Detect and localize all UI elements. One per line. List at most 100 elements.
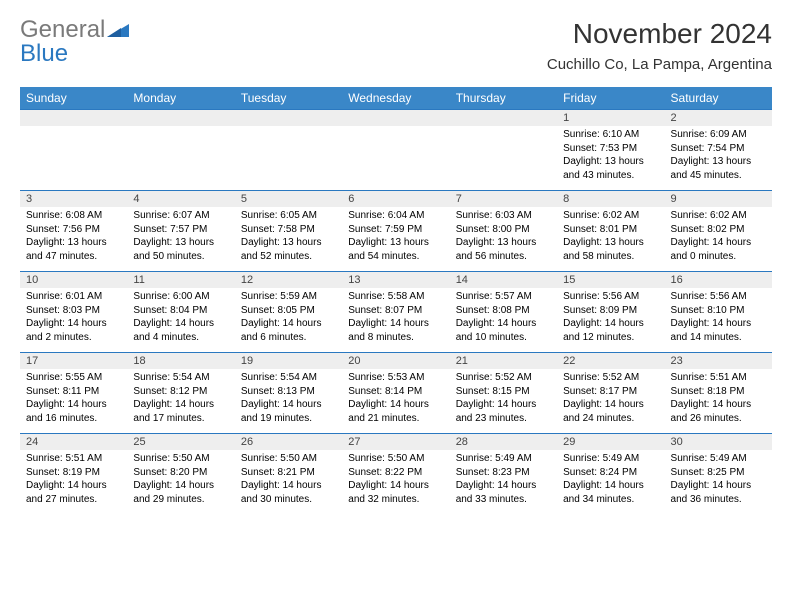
day-number-cell: 28 xyxy=(450,434,557,451)
day-number-row: 12 xyxy=(20,110,772,127)
sunset-text: Sunset: 8:01 PM xyxy=(563,223,658,237)
sunset-text: Sunset: 8:00 PM xyxy=(456,223,551,237)
day-content-cell: Sunrise: 5:52 AMSunset: 8:17 PMDaylight:… xyxy=(557,369,664,434)
day-content-cell: Sunrise: 5:59 AMSunset: 8:05 PMDaylight:… xyxy=(235,288,342,353)
daylight-text: Daylight: 13 hours and 47 minutes. xyxy=(26,236,121,263)
day-content-row: Sunrise: 6:01 AMSunset: 8:03 PMDaylight:… xyxy=(20,288,772,353)
daylight-text: Daylight: 14 hours and 33 minutes. xyxy=(456,479,551,506)
day-number-cell: 26 xyxy=(235,434,342,451)
day-number-cell: 24 xyxy=(20,434,127,451)
day-content-cell: Sunrise: 6:03 AMSunset: 8:00 PMDaylight:… xyxy=(450,207,557,272)
logo: General Blue xyxy=(20,18,129,66)
sunrise-text: Sunrise: 6:10 AM xyxy=(563,128,658,142)
sunrise-text: Sunrise: 6:04 AM xyxy=(348,209,443,223)
sunset-text: Sunset: 8:14 PM xyxy=(348,385,443,399)
day-number-cell: 25 xyxy=(127,434,234,451)
day-content-cell: Sunrise: 5:53 AMSunset: 8:14 PMDaylight:… xyxy=(342,369,449,434)
header: General Blue November 2024 Cuchillo Co, … xyxy=(20,18,772,73)
daylight-text: Daylight: 14 hours and 8 minutes. xyxy=(348,317,443,344)
daylight-text: Daylight: 14 hours and 30 minutes. xyxy=(241,479,336,506)
day-content-cell: Sunrise: 5:52 AMSunset: 8:15 PMDaylight:… xyxy=(450,369,557,434)
daylight-text: Daylight: 14 hours and 6 minutes. xyxy=(241,317,336,344)
day-content-cell: Sunrise: 5:49 AMSunset: 8:25 PMDaylight:… xyxy=(665,450,772,514)
day-number-cell: 10 xyxy=(20,272,127,289)
day-number-cell: 21 xyxy=(450,353,557,370)
title-block: November 2024 Cuchillo Co, La Pampa, Arg… xyxy=(547,18,772,73)
sunrise-text: Sunrise: 5:53 AM xyxy=(348,371,443,385)
day-number-cell: 30 xyxy=(665,434,772,451)
sunset-text: Sunset: 8:18 PM xyxy=(671,385,766,399)
daylight-text: Daylight: 13 hours and 52 minutes. xyxy=(241,236,336,263)
daylight-text: Daylight: 14 hours and 12 minutes. xyxy=(563,317,658,344)
day-number-cell xyxy=(20,110,127,127)
day-number-cell: 15 xyxy=(557,272,664,289)
day-content-row: Sunrise: 5:51 AMSunset: 8:19 PMDaylight:… xyxy=(20,450,772,514)
day-number-cell: 9 xyxy=(665,191,772,208)
weekday-header: Friday xyxy=(557,87,664,110)
weekday-header: Monday xyxy=(127,87,234,110)
sunrise-text: Sunrise: 5:56 AM xyxy=(671,290,766,304)
daylight-text: Daylight: 14 hours and 29 minutes. xyxy=(133,479,228,506)
sunset-text: Sunset: 7:53 PM xyxy=(563,142,658,156)
daylight-text: Daylight: 13 hours and 54 minutes. xyxy=(348,236,443,263)
sunset-text: Sunset: 7:56 PM xyxy=(26,223,121,237)
day-content-cell xyxy=(127,126,234,191)
sunset-text: Sunset: 8:25 PM xyxy=(671,466,766,480)
sunset-text: Sunset: 8:15 PM xyxy=(456,385,551,399)
daylight-text: Daylight: 14 hours and 23 minutes. xyxy=(456,398,551,425)
day-content-cell: Sunrise: 5:54 AMSunset: 8:13 PMDaylight:… xyxy=(235,369,342,434)
day-content-cell: Sunrise: 6:01 AMSunset: 8:03 PMDaylight:… xyxy=(20,288,127,353)
day-content-cell: Sunrise: 5:54 AMSunset: 8:12 PMDaylight:… xyxy=(127,369,234,434)
day-number-cell: 7 xyxy=(450,191,557,208)
sunrise-text: Sunrise: 6:02 AM xyxy=(671,209,766,223)
weekday-header: Sunday xyxy=(20,87,127,110)
sunrise-text: Sunrise: 6:07 AM xyxy=(133,209,228,223)
sunset-text: Sunset: 8:10 PM xyxy=(671,304,766,318)
daylight-text: Daylight: 14 hours and 36 minutes. xyxy=(671,479,766,506)
day-number-cell: 13 xyxy=(342,272,449,289)
sunrise-text: Sunrise: 5:49 AM xyxy=(671,452,766,466)
day-content-cell xyxy=(342,126,449,191)
day-number-cell: 4 xyxy=(127,191,234,208)
day-content-cell xyxy=(450,126,557,191)
sunrise-text: Sunrise: 5:49 AM xyxy=(456,452,551,466)
day-content-cell: Sunrise: 5:55 AMSunset: 8:11 PMDaylight:… xyxy=(20,369,127,434)
weekday-header: Wednesday xyxy=(342,87,449,110)
sunrise-text: Sunrise: 5:51 AM xyxy=(671,371,766,385)
daylight-text: Daylight: 14 hours and 0 minutes. xyxy=(671,236,766,263)
daylight-text: Daylight: 14 hours and 17 minutes. xyxy=(133,398,228,425)
weekday-header: Saturday xyxy=(665,87,772,110)
sunrise-text: Sunrise: 5:51 AM xyxy=(26,452,121,466)
day-content-cell: Sunrise: 5:57 AMSunset: 8:08 PMDaylight:… xyxy=(450,288,557,353)
day-number-cell: 18 xyxy=(127,353,234,370)
day-number-cell: 14 xyxy=(450,272,557,289)
day-number-cell xyxy=(235,110,342,127)
daylight-text: Daylight: 14 hours and 32 minutes. xyxy=(348,479,443,506)
day-number-cell: 6 xyxy=(342,191,449,208)
day-content-row: Sunrise: 6:10 AMSunset: 7:53 PMDaylight:… xyxy=(20,126,772,191)
sunrise-text: Sunrise: 5:57 AM xyxy=(456,290,551,304)
sunset-text: Sunset: 8:09 PM xyxy=(563,304,658,318)
sunrise-text: Sunrise: 6:05 AM xyxy=(241,209,336,223)
daylight-text: Daylight: 13 hours and 56 minutes. xyxy=(456,236,551,263)
sunset-text: Sunset: 7:58 PM xyxy=(241,223,336,237)
daylight-text: Daylight: 14 hours and 2 minutes. xyxy=(26,317,121,344)
day-number-cell: 23 xyxy=(665,353,772,370)
sunset-text: Sunset: 8:08 PM xyxy=(456,304,551,318)
day-content-cell: Sunrise: 5:51 AMSunset: 8:18 PMDaylight:… xyxy=(665,369,772,434)
sunrise-text: Sunrise: 6:03 AM xyxy=(456,209,551,223)
weekday-header: Tuesday xyxy=(235,87,342,110)
day-number-row: 10111213141516 xyxy=(20,272,772,289)
sunset-text: Sunset: 8:13 PM xyxy=(241,385,336,399)
day-number-cell: 22 xyxy=(557,353,664,370)
day-content-cell: Sunrise: 5:49 AMSunset: 8:23 PMDaylight:… xyxy=(450,450,557,514)
daylight-text: Daylight: 14 hours and 14 minutes. xyxy=(671,317,766,344)
sunrise-text: Sunrise: 5:54 AM xyxy=(241,371,336,385)
sunrise-text: Sunrise: 5:50 AM xyxy=(348,452,443,466)
sunrise-text: Sunrise: 6:08 AM xyxy=(26,209,121,223)
day-number-cell: 17 xyxy=(20,353,127,370)
day-content-cell: Sunrise: 6:02 AMSunset: 8:01 PMDaylight:… xyxy=(557,207,664,272)
day-number-cell: 2 xyxy=(665,110,772,127)
sunrise-text: Sunrise: 5:56 AM xyxy=(563,290,658,304)
sunrise-text: Sunrise: 5:54 AM xyxy=(133,371,228,385)
